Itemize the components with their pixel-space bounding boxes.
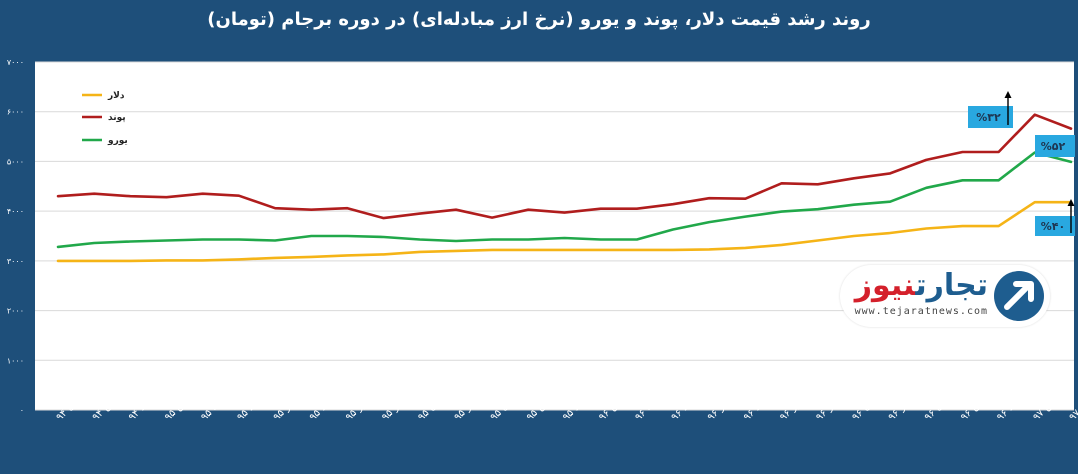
callout-box-0: [968, 106, 1013, 128]
logo-url: www.tejaratnews.com: [854, 306, 988, 317]
y-tick-label: ۷۰۰۰: [7, 58, 24, 67]
series-line-1: [56, 113, 1073, 220]
callout-label-0: %۳۲: [976, 111, 1001, 124]
y-tick-label: ۲۰۰۰: [7, 307, 24, 316]
logo-emblem-icon: [994, 271, 1044, 321]
y-tick-label: ۳۰۰۰: [7, 257, 24, 266]
chart-title: روند رشد قیمت دلار، پوند و یورو (نرخ ارز…: [207, 9, 871, 30]
callout-box-1: [1035, 135, 1075, 157]
callout-box-2: [1035, 216, 1075, 236]
series-line-0: [56, 200, 1073, 263]
callout-arrowhead-0: [1004, 91, 1012, 98]
y-tick-label: ۴۰۰۰: [7, 207, 24, 216]
y-tick-label: ۶۰۰۰: [7, 108, 24, 117]
callout-arrowhead-2: [1067, 199, 1075, 206]
y-tick-label: ۱۰۰۰: [7, 356, 24, 365]
logo-brand-name: تجارتنیوز: [855, 269, 988, 303]
callout-label-2: %۴۰: [1041, 220, 1065, 233]
y-tick-label: ۰: [20, 406, 24, 415]
series-line-2: [56, 151, 1073, 249]
legend-label: پوند: [108, 113, 126, 123]
plot-area: [35, 62, 1074, 410]
callout-label-1: %۵۲: [1041, 140, 1066, 153]
legend-label: دلار: [107, 91, 125, 101]
tejaratnews-logo: تجارتنیوز www.tejaratnews.com: [840, 265, 1050, 327]
logo-brand-part1: تجارت: [915, 268, 988, 303]
logo-brand-part2: نیوز: [854, 268, 916, 303]
y-tick-label: ۵۰۰۰: [7, 157, 24, 166]
legend-label: یورو: [107, 136, 128, 146]
